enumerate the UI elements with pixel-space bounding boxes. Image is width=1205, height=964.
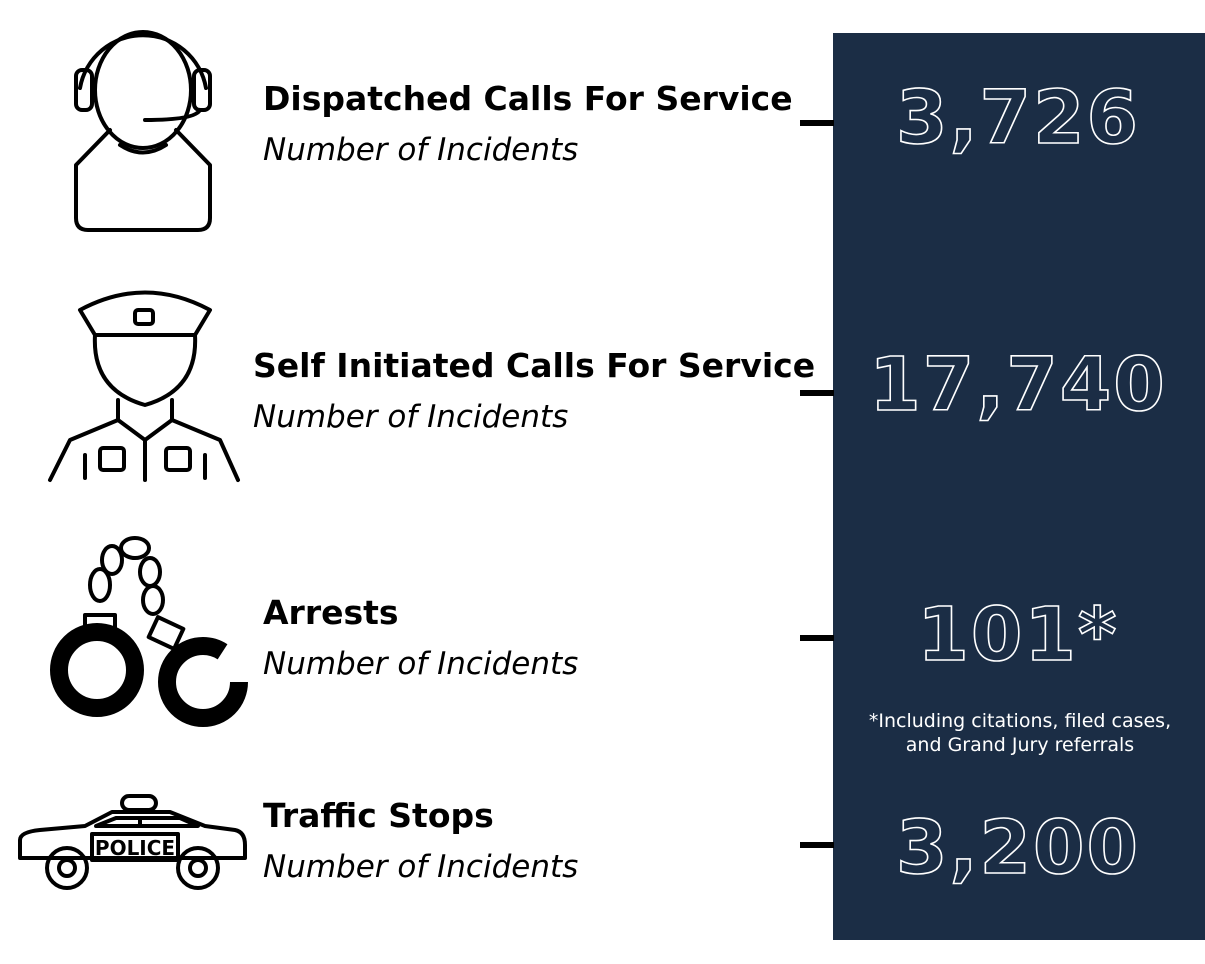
item-value: 3,726 <box>896 75 1140 161</box>
item-subtitle: Number of Incidents <box>263 849 578 885</box>
connectors <box>800 120 834 848</box>
headset-icon <box>74 30 212 232</box>
officer-icon <box>48 290 240 482</box>
item-value: 3,200 <box>896 805 1140 891</box>
item-subtitle: Number of Incidents <box>263 132 578 168</box>
item-title: Arrests <box>263 593 399 632</box>
item-subtitle: Number of Incidents <box>263 646 578 682</box>
police-car-icon <box>18 794 247 890</box>
item-title: Traffic Stops <box>263 796 494 835</box>
handcuffs-icon <box>50 536 248 727</box>
item-value: 101* <box>917 592 1118 678</box>
value-panel <box>833 33 1205 940</box>
footnote: and Grand Jury referrals <box>906 734 1134 756</box>
footnote: *Including citations, filed cases, <box>869 710 1171 732</box>
item-title: Dispatched Calls For Service <box>263 79 793 118</box>
item-value: 17,740 <box>869 342 1167 428</box>
item-title: Self Initiated Calls For Service <box>253 346 815 385</box>
item-subtitle: Number of Incidents <box>253 399 568 435</box>
car-label: POLICE <box>95 836 175 860</box>
